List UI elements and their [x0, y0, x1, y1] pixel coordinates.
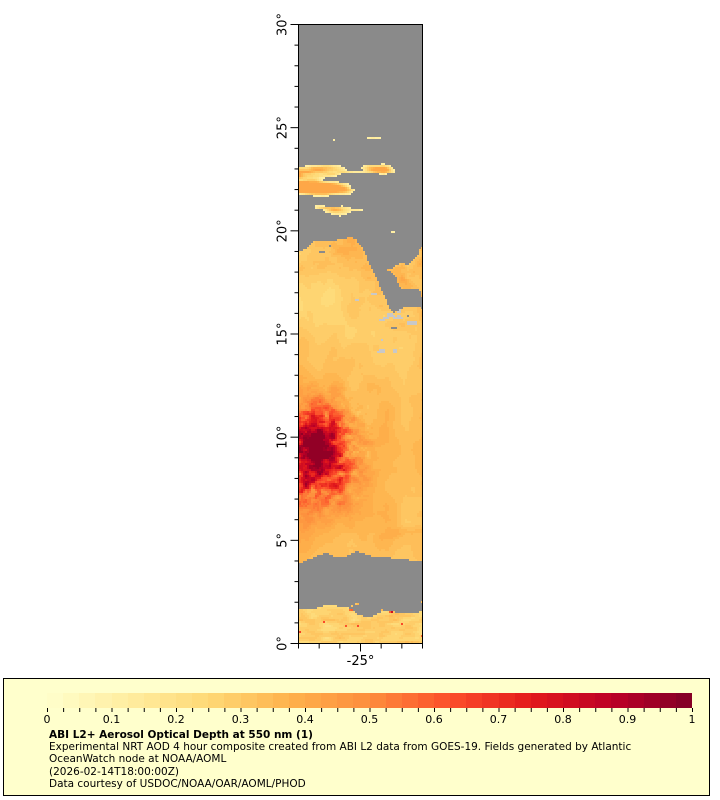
colorbar-label: 0.8: [554, 713, 572, 726]
legend-line-4: Data courtesy of USDOC/NOAA/OAR/AOML/PHO…: [49, 777, 306, 790]
colorbar-label: 0.6: [425, 713, 443, 726]
colorbar-cell: [401, 693, 418, 708]
y-axis-tick-label: 20°: [276, 219, 291, 242]
colorbar-label: 0.2: [167, 713, 185, 726]
legend-title: ABI L2+ Aerosol Optical Depth at 550 nm …: [49, 729, 313, 741]
colorbar-label: 0.4: [296, 713, 314, 726]
colorbar-cell: [111, 693, 128, 708]
colorbar-cell: [546, 693, 563, 708]
colorbar: [47, 693, 692, 708]
colorbar-cell: [498, 693, 515, 708]
colorbar-cell: [159, 693, 176, 708]
colorbar-cell: [224, 693, 241, 708]
legend-line-2: OceanWatch node at NOAA/AOML: [49, 753, 227, 766]
colorbar-label: 0.9: [618, 713, 637, 726]
colorbar-ticks: [47, 708, 693, 712]
colorbar-cell: [305, 693, 322, 708]
colorbar-cell: [659, 693, 676, 708]
colorbar-cell: [353, 693, 370, 708]
colorbar-cell: [563, 693, 580, 708]
colorbar-cell: [47, 693, 64, 708]
y-axis-tick-label: 30°: [276, 13, 291, 36]
colorbar-cell: [482, 693, 499, 708]
colorbar-cell: [337, 693, 354, 708]
colorbar-label: 0.1: [102, 713, 121, 726]
y-axis-tick-label: 5°: [276, 533, 291, 548]
colorbar-cell: [288, 693, 305, 708]
colorbar-label: 0: [43, 713, 51, 726]
colorbar-cell: [530, 693, 547, 708]
colorbar-cell: [79, 693, 96, 708]
colorbar-cell: [627, 693, 644, 708]
colorbar-cell: [579, 693, 596, 708]
colorbar-cell: [385, 693, 402, 708]
colorbar-cell: [256, 693, 273, 708]
colorbar-cell: [127, 693, 144, 708]
colorbar-label: 0.7: [489, 713, 508, 726]
legend-line-1: Experimental NRT AOD 4 hour composite cr…: [49, 741, 632, 754]
colorbar-cell: [369, 693, 386, 708]
y-axis-tick-label: 15°: [276, 322, 291, 345]
colorbar-cell: [321, 693, 338, 708]
colorbar-cell: [675, 693, 692, 708]
colorbar-label: 0.3: [231, 713, 250, 726]
colorbar-cell: [643, 693, 660, 708]
colorbar-cell: [466, 693, 483, 708]
colorbar-cell: [595, 693, 612, 708]
colorbar-cell: [208, 693, 225, 708]
colorbar-cell: [450, 693, 467, 708]
colorbar-label: 1: [688, 713, 696, 726]
colorbar-cell: [611, 693, 628, 708]
y-axis-tick-label: 25°: [276, 116, 291, 139]
y-axis-tick-label: 10°: [276, 426, 291, 449]
colorbar-cell: [434, 693, 451, 708]
colorbar-cell: [514, 693, 531, 708]
y-axis-tick-label: 0°: [276, 636, 291, 651]
colorbar-cell: [417, 693, 434, 708]
legend-line-3: (2026-02-14T18:00:00Z): [49, 765, 179, 778]
colorbar-cell: [240, 693, 257, 708]
x-axis-tick-label: -25°: [347, 654, 375, 669]
colorbar-label: 0.5: [360, 713, 379, 726]
colorbar-cell: [143, 693, 160, 708]
legend-text-block: ABI L2+ Aerosol Optical Depth at 550 nm …: [49, 729, 631, 790]
legend-panel: 0 0.1 0.2 0.3 0.4 0.5 0.6 0.7 0.8 0.9 1 ABI L2+ Ae…: [3, 678, 710, 796]
colorbar-cell: [176, 693, 193, 708]
colorbar-cell: [272, 693, 289, 708]
colorbar-cell: [63, 693, 80, 708]
aod-map-canvas: [299, 25, 423, 643]
colorbar-cell: [95, 693, 112, 708]
colorbar-cell: [192, 693, 209, 708]
